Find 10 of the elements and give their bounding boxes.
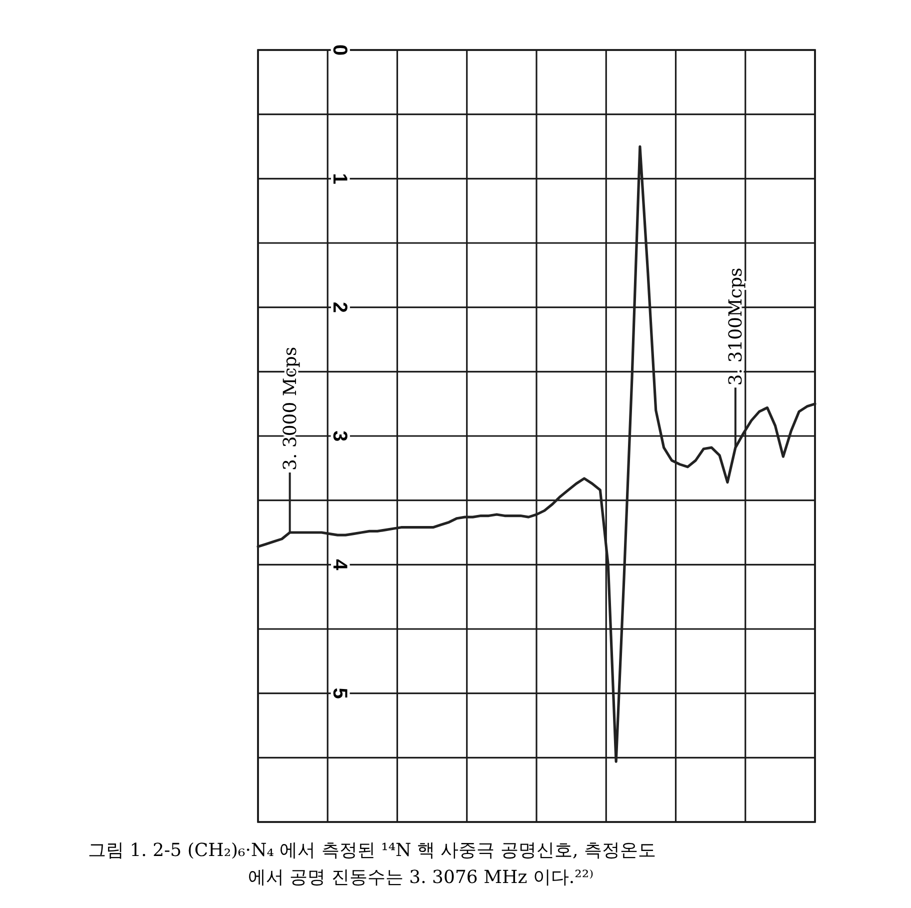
y-tick-label: 4	[328, 559, 351, 572]
y-tick-label: 3	[328, 430, 351, 442]
y-tick-label: 0	[328, 44, 351, 56]
text: 에서 공명 진동수는 3. 3076 MHz 이다.²²⁾	[248, 867, 594, 888]
caption: 그림 1. 2-5 (CH₂)₆·N₄ 에서 측정된 ¹⁴N 핵 사중극 공명신호, 측정온도	[88, 840, 656, 861]
y-tick-label: 2	[328, 302, 351, 313]
x-tick-label: 3. 3000 Mcps	[279, 346, 300, 470]
x-tick-label: 3. 3100Mcps	[724, 268, 746, 386]
y-tick-label: 5	[328, 688, 351, 699]
y-tick-label: 1	[328, 173, 351, 184]
